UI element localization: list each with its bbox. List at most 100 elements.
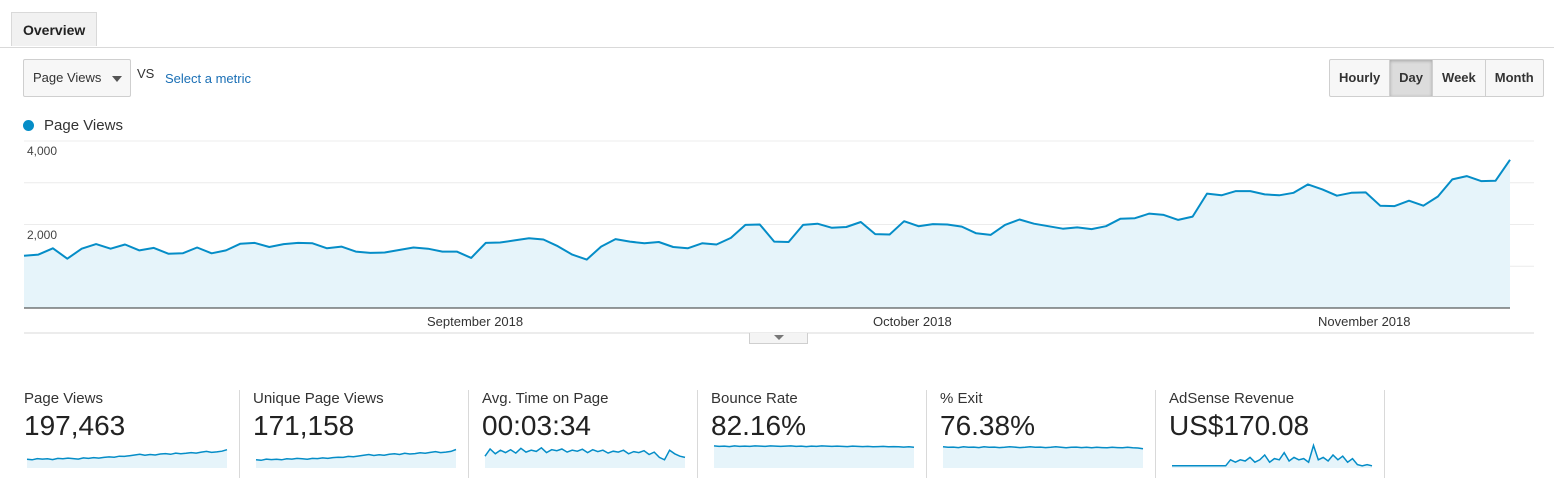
data-point[interactable]: [570, 253, 574, 257]
data-point[interactable]: [974, 231, 978, 235]
data-point[interactable]: [989, 233, 993, 237]
data-point[interactable]: [1508, 158, 1512, 162]
data-point[interactable]: [1393, 204, 1397, 208]
data-point[interactable]: [844, 225, 848, 229]
data-point[interactable]: [801, 223, 805, 227]
data-point[interactable]: [1046, 224, 1050, 228]
data-point[interactable]: [686, 246, 690, 250]
page-views-chart[interactable]: [0, 0, 1554, 340]
data-point[interactable]: [1090, 227, 1094, 231]
data-point[interactable]: [498, 240, 502, 244]
data-point[interactable]: [1075, 225, 1079, 229]
data-point[interactable]: [585, 258, 589, 262]
data-point[interactable]: [888, 233, 892, 237]
data-point[interactable]: [1219, 193, 1223, 197]
data-point[interactable]: [426, 247, 430, 251]
data-point[interactable]: [1494, 179, 1498, 183]
data-point[interactable]: [1378, 204, 1382, 208]
data-point[interactable]: [700, 241, 704, 245]
data-point[interactable]: [1234, 189, 1238, 193]
data-point[interactable]: [80, 247, 84, 251]
data-point[interactable]: [383, 250, 387, 254]
scorecard-unique-page-views[interactable]: Unique Page Views 171,158: [253, 390, 469, 478]
tab-overview[interactable]: Overview: [11, 12, 98, 46]
data-point[interactable]: [1292, 191, 1296, 195]
data-point[interactable]: [1364, 190, 1368, 194]
data-point[interactable]: [109, 247, 113, 251]
data-point[interactable]: [440, 250, 444, 254]
data-point[interactable]: [1421, 204, 1425, 208]
data-point[interactable]: [960, 225, 964, 229]
data-point[interactable]: [397, 248, 401, 252]
metric-select[interactable]: Page Views: [23, 59, 131, 97]
data-point[interactable]: [1017, 217, 1021, 221]
data-point[interactable]: [181, 251, 185, 255]
data-point[interactable]: [311, 241, 315, 245]
data-point[interactable]: [743, 223, 747, 227]
data-point[interactable]: [1465, 174, 1469, 178]
data-point[interactable]: [339, 245, 343, 249]
data-point[interactable]: [513, 238, 517, 242]
data-point[interactable]: [1032, 222, 1036, 226]
data-point[interactable]: [715, 243, 719, 247]
data-point[interactable]: [166, 252, 170, 256]
data-point[interactable]: [354, 250, 358, 254]
scorecard-exit[interactable]: % Exit 76.38%: [940, 390, 1156, 478]
data-point[interactable]: [325, 246, 329, 250]
data-point[interactable]: [1479, 179, 1483, 183]
data-point[interactable]: [830, 226, 834, 230]
scorecard-adsense-revenue[interactable]: AdSense Revenue US$170.08: [1169, 390, 1385, 478]
data-point[interactable]: [65, 257, 69, 261]
data-point[interactable]: [1436, 195, 1440, 199]
data-point[interactable]: [931, 222, 935, 226]
data-point[interactable]: [1003, 223, 1007, 227]
data-point[interactable]: [267, 245, 271, 249]
data-point[interactable]: [224, 248, 228, 252]
data-point[interactable]: [1306, 182, 1310, 186]
month-button[interactable]: Month: [1494, 70, 1534, 85]
data-point[interactable]: [1133, 216, 1137, 220]
data-point[interactable]: [1104, 224, 1108, 228]
data-point[interactable]: [1450, 177, 1454, 181]
data-point[interactable]: [873, 232, 877, 236]
scorecard-avg-time-on-page[interactable]: Avg. Time on Page 00:03:34: [482, 390, 698, 478]
data-point[interactable]: [1176, 218, 1180, 222]
data-point[interactable]: [1061, 227, 1065, 231]
data-point[interactable]: [787, 240, 791, 244]
select-metric-link[interactable]: Select a metric: [165, 71, 251, 86]
data-point[interactable]: [1205, 192, 1209, 196]
data-point[interactable]: [614, 237, 618, 241]
data-point[interactable]: [671, 245, 675, 249]
data-point[interactable]: [902, 219, 906, 223]
data-point[interactable]: [368, 251, 372, 255]
collapse-chart-toggle[interactable]: [749, 333, 808, 344]
data-point[interactable]: [1118, 217, 1122, 221]
data-point[interactable]: [412, 245, 416, 249]
data-point[interactable]: [599, 245, 603, 249]
data-point[interactable]: [1349, 191, 1353, 195]
data-point[interactable]: [484, 241, 488, 245]
data-point[interactable]: [1335, 194, 1339, 198]
data-point[interactable]: [1407, 199, 1411, 203]
data-point[interactable]: [527, 236, 531, 240]
data-point[interactable]: [36, 253, 40, 257]
data-point[interactable]: [815, 222, 819, 226]
data-point[interactable]: [282, 242, 286, 246]
data-point[interactable]: [1191, 215, 1195, 219]
data-point[interactable]: [123, 243, 127, 247]
data-point[interactable]: [210, 251, 214, 255]
data-point[interactable]: [657, 240, 661, 244]
data-point[interactable]: [1277, 193, 1281, 197]
data-point[interactable]: [1320, 187, 1324, 191]
data-point[interactable]: [238, 242, 242, 246]
hourly-button[interactable]: Hourly: [1330, 60, 1391, 96]
data-point[interactable]: [51, 246, 55, 250]
day-button[interactable]: Day: [1390, 60, 1434, 96]
scorecard-bounce-rate[interactable]: Bounce Rate 82.16%: [711, 390, 927, 478]
data-point[interactable]: [22, 254, 26, 258]
data-point[interactable]: [195, 245, 199, 249]
week-button[interactable]: Week: [1433, 60, 1486, 96]
data-point[interactable]: [94, 242, 98, 246]
data-point[interactable]: [137, 248, 141, 252]
data-point[interactable]: [1248, 189, 1252, 193]
